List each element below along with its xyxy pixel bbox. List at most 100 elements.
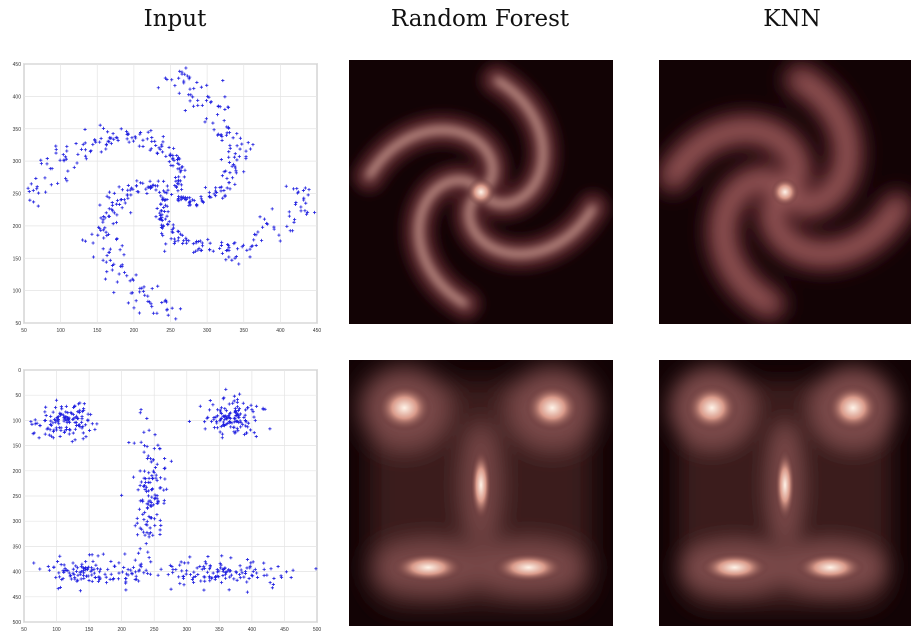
- data-point: [71, 561, 75, 565]
- data-point: [268, 580, 272, 585]
- data-point: [122, 253, 126, 257]
- data-point: [235, 144, 239, 148]
- data-point: [210, 576, 214, 580]
- data-point: [188, 199, 192, 203]
- data-point: [240, 142, 244, 146]
- data-point: [232, 425, 236, 429]
- data-point: [35, 185, 39, 189]
- data-point: [223, 417, 227, 421]
- data-point: [115, 198, 120, 203]
- data-point: [112, 576, 116, 581]
- data-point: [78, 570, 82, 574]
- data-point: [29, 420, 33, 424]
- data-point: [35, 421, 39, 425]
- data-point: [233, 256, 237, 260]
- data-point: [37, 436, 41, 440]
- data-point: [294, 200, 298, 205]
- data-point: [201, 200, 205, 205]
- data-point: [234, 414, 238, 418]
- data-point: [142, 450, 146, 454]
- y-tick-label: 250: [13, 494, 22, 500]
- data-point: [138, 132, 142, 136]
- data-point: [218, 566, 223, 570]
- data-point: [155, 311, 159, 315]
- data-point: [90, 579, 94, 583]
- y-tick-label: 400: [13, 570, 22, 576]
- data-point: [142, 285, 146, 289]
- data-point: [212, 426, 217, 430]
- data-point: [142, 469, 147, 473]
- data-point: [220, 436, 224, 440]
- data-point: [194, 203, 199, 207]
- data-point: [93, 427, 97, 432]
- data-point: [233, 152, 237, 156]
- data-point: [307, 188, 311, 192]
- data-point: [57, 426, 61, 430]
- x-tick-label: 150: [85, 627, 94, 633]
- data-point: [154, 188, 158, 192]
- data-point: [150, 139, 154, 143]
- data-point: [132, 441, 136, 445]
- data-point: [112, 191, 116, 195]
- data-point: [213, 194, 218, 198]
- data-point: [74, 564, 78, 568]
- data-point: [175, 182, 180, 186]
- data-point: [209, 100, 213, 104]
- data-point: [238, 564, 242, 568]
- data-point: [221, 573, 225, 578]
- data-point: [254, 233, 258, 237]
- data-point: [227, 150, 231, 154]
- data-point: [238, 147, 242, 151]
- data-point: [63, 568, 67, 573]
- data-point: [214, 190, 219, 195]
- data-point: [47, 568, 52, 572]
- data-point: [164, 300, 169, 304]
- data-point: [126, 188, 130, 192]
- data-point: [86, 418, 90, 422]
- data-point: [96, 233, 100, 237]
- data-point: [219, 424, 223, 429]
- y-tick-label: 100: [13, 418, 22, 424]
- header-knn: KNN: [763, 6, 821, 32]
- data-point: [58, 158, 62, 162]
- data-point: [111, 222, 115, 226]
- data-point: [51, 410, 55, 414]
- data-point: [105, 194, 109, 198]
- data-point: [90, 422, 94, 426]
- data-point: [140, 286, 144, 290]
- data-point: [149, 186, 153, 190]
- data-point: [188, 555, 192, 559]
- data-point: [139, 408, 143, 412]
- data-point: [112, 137, 116, 141]
- data-point: [122, 198, 127, 202]
- data-point: [164, 242, 168, 246]
- data-point: [125, 274, 129, 278]
- data-point: [46, 426, 50, 430]
- data-point: [178, 170, 182, 174]
- data-point: [184, 66, 188, 70]
- data-point: [148, 148, 152, 152]
- data-point: [237, 420, 241, 425]
- data-point: [93, 575, 97, 580]
- data-point: [66, 569, 70, 573]
- data-point: [102, 236, 106, 240]
- data-point: [169, 237, 173, 241]
- data-point: [147, 476, 151, 480]
- data-point: [253, 418, 257, 423]
- data-point: [160, 300, 164, 305]
- data-point: [229, 573, 234, 577]
- data-point: [184, 236, 188, 240]
- data-point: [126, 567, 130, 572]
- data-point: [146, 489, 151, 493]
- data-point: [161, 179, 166, 183]
- data-point: [63, 155, 68, 159]
- density-blob: [700, 552, 769, 583]
- data-point: [115, 213, 119, 217]
- data-point: [232, 399, 236, 403]
- data-point: [58, 413, 63, 417]
- data-point: [169, 587, 173, 591]
- data-point: [150, 135, 154, 140]
- data-point: [221, 420, 226, 424]
- data-point: [151, 183, 155, 187]
- data-point: [48, 422, 53, 427]
